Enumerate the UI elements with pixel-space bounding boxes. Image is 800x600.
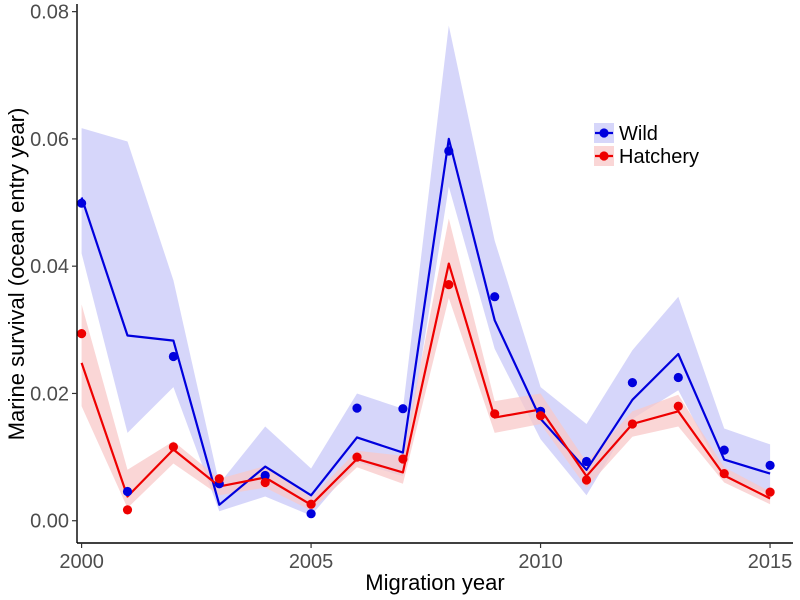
hatchery-point [719, 469, 729, 479]
wild-point [490, 292, 500, 302]
hatchery-point [352, 452, 362, 462]
hatchery-fitted-line [80, 262, 771, 506]
wild-point [627, 378, 638, 388]
wild-fitted-line [80, 137, 771, 506]
y-tick-label: 0.02 [30, 383, 69, 405]
wild-point [168, 351, 178, 362]
observed-points [77, 146, 775, 519]
wild-point [719, 445, 729, 455]
y-ticks: 0.00 0.02 0.04 0.06 0.08 [30, 2, 77, 533]
wild-point [765, 460, 775, 470]
wild-point [673, 372, 683, 383]
hatchery-point [673, 401, 683, 411]
wild-point [352, 403, 362, 413]
y-axis-title: Marine survival (ocean entry year) [4, 108, 29, 441]
y-tick-label: 0.08 [30, 2, 69, 24]
x-axis-title: Migration year [365, 570, 504, 595]
x-tick-label: 2005 [289, 551, 334, 573]
hatchery-point [306, 499, 316, 509]
wild-point [306, 509, 316, 519]
wild-confidence-band [81, 25, 771, 516]
wild-point [260, 470, 270, 481]
hatchery-legend-label: Hatchery [619, 146, 699, 168]
wild-legend-label: Wild [619, 123, 658, 145]
x-ticks: 2000 2005 2010 2015 [59, 543, 792, 573]
wild-point [444, 146, 454, 156]
hatchery-point [168, 442, 178, 452]
hatchery-point [77, 329, 87, 339]
wild-point [77, 198, 87, 208]
fitted-lines [80, 137, 771, 506]
hatchery-point [260, 477, 270, 488]
axes [76, 4, 793, 544]
x-tick-label: 2010 [518, 551, 563, 573]
x-tick-label: 2000 [59, 551, 104, 573]
x-tick-label: 2015 [748, 551, 793, 573]
hatchery-point [122, 505, 133, 515]
y-tick-label: 0.00 [30, 511, 69, 533]
hatchery-legend-point [599, 151, 609, 161]
y-tick-label: 0.06 [30, 129, 69, 151]
hatchery-point [765, 487, 775, 497]
hatchery-point [398, 454, 408, 464]
hatchery-point [490, 409, 500, 419]
hatchery-point [214, 474, 224, 484]
wild-legend-point [599, 128, 609, 138]
confidence-bands [81, 25, 771, 516]
wild-point [581, 456, 592, 467]
y-tick-label: 0.04 [30, 256, 69, 278]
hatchery-point [536, 411, 546, 421]
hatchery-point [444, 280, 454, 290]
wild-point [122, 486, 133, 497]
wild-point [398, 404, 408, 414]
hatchery-point [581, 475, 592, 485]
hatchery-point [627, 419, 638, 429]
